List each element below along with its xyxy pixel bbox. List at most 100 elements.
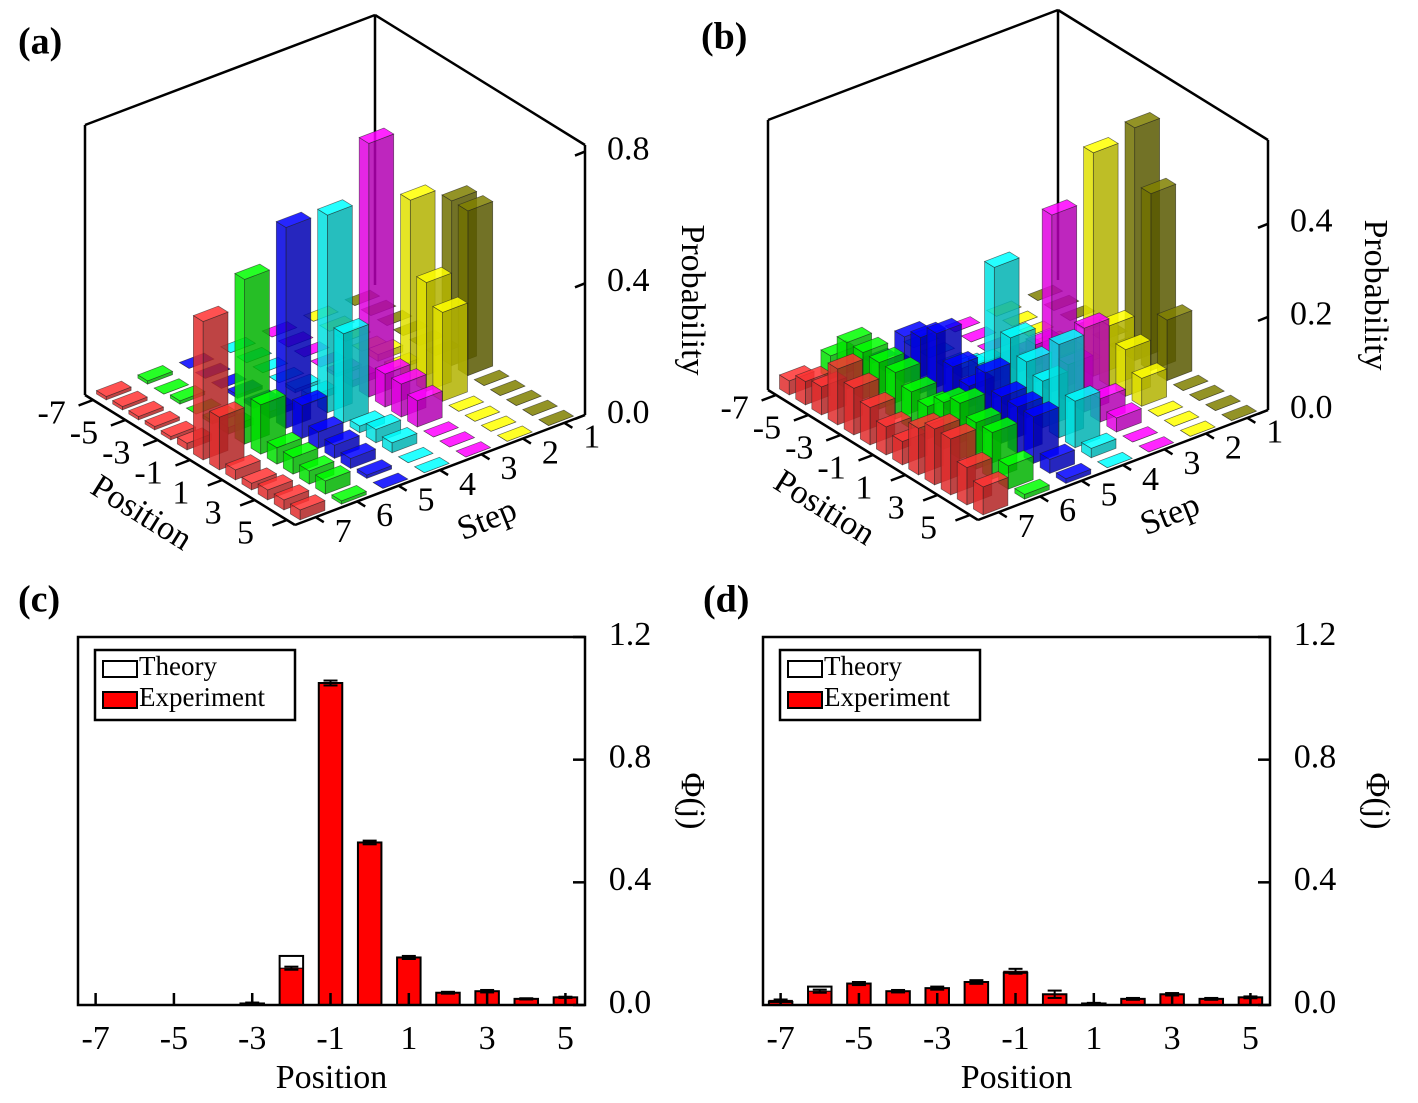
bar-top	[358, 127, 395, 144]
bar-top	[266, 431, 303, 449]
y-tick-label: 5	[418, 482, 435, 519]
bar-top	[489, 379, 526, 396]
z-tick-label: 0.8	[607, 130, 650, 167]
bar-top	[365, 413, 402, 430]
bar-3d	[137, 365, 174, 385]
bar-front	[400, 193, 411, 382]
bar-top	[924, 413, 961, 430]
bar-3d	[480, 415, 517, 432]
y-tick	[522, 437, 532, 445]
bar-top	[1124, 112, 1161, 129]
bar-3d	[1106, 402, 1143, 433]
x-tick-label: 1	[855, 470, 872, 507]
x-tick-label: -1	[316, 1020, 344, 1057]
bar-front	[209, 410, 220, 471]
bar-3d	[340, 442, 377, 470]
bar-top	[144, 410, 181, 427]
bar-top	[381, 427, 418, 444]
bar-front	[193, 314, 204, 461]
bar-3d	[275, 211, 312, 430]
bar-3d	[1055, 462, 1092, 485]
bar-top	[907, 412, 945, 429]
bar-top	[884, 356, 921, 373]
z-tick	[1257, 408, 1269, 416]
bar-3d	[356, 459, 393, 480]
x-tick-label: -1	[134, 455, 162, 492]
z-tick-label: 0.2	[1290, 296, 1333, 333]
bar-3d	[314, 465, 351, 495]
bar-3d	[381, 427, 418, 454]
y-tick	[356, 500, 366, 508]
bar-front	[859, 400, 871, 446]
bar	[318, 682, 343, 1006]
x-tick-label: 5	[1242, 1020, 1259, 1057]
axis-edge	[1057, 8, 1269, 142]
x-tick-label: 3	[1164, 1020, 1181, 1057]
bar-top	[1131, 362, 1168, 379]
bar-top	[333, 318, 370, 335]
bar-top	[275, 211, 312, 228]
y-tick	[1163, 448, 1174, 456]
bar-top	[316, 199, 354, 216]
bar-top	[1007, 391, 1044, 408]
bar-front	[250, 398, 262, 455]
bar-top	[128, 400, 165, 417]
y-tick-label: 0.8	[1294, 738, 1337, 775]
y-tick-label: 2	[542, 434, 559, 471]
legend-swatch	[787, 691, 823, 709]
bar-top	[413, 456, 450, 474]
bar-top	[1023, 401, 1060, 418]
bar-3d	[439, 431, 476, 448]
x-tick-label: 1	[400, 1020, 417, 1057]
y-tick	[1080, 479, 1091, 487]
bar-top	[406, 384, 443, 402]
bar-3d	[128, 400, 165, 421]
bar-side	[1166, 310, 1193, 382]
x-tick	[78, 398, 94, 407]
bar-3d	[1014, 478, 1051, 500]
bar-top	[372, 472, 409, 489]
y-tick	[1039, 495, 1049, 503]
x-tick	[110, 418, 126, 427]
y-tick-label: 3	[500, 450, 517, 487]
bar-side	[442, 302, 468, 402]
y-tick-label: 6	[376, 497, 393, 534]
bar-top	[900, 376, 938, 393]
z-tick	[574, 150, 586, 157]
error-bar	[812, 988, 827, 994]
bar-front	[827, 362, 839, 426]
bar-top	[972, 471, 1009, 488]
bar-3d	[153, 378, 190, 395]
x-tick	[858, 453, 874, 462]
bar-3d	[1096, 451, 1133, 469]
y-tick-label: 0.8	[609, 738, 652, 775]
bar-3d	[489, 379, 526, 396]
bar-3d	[208, 401, 245, 471]
bar-top	[250, 388, 287, 406]
bar-top	[496, 425, 533, 442]
bar-3d	[432, 296, 469, 402]
y-tick	[563, 421, 574, 429]
y-tick	[439, 468, 449, 477]
x-tick-label: -5	[753, 410, 781, 447]
bar-top	[464, 405, 501, 422]
bar-3d	[464, 405, 501, 422]
bar	[279, 967, 304, 1006]
bar-top	[273, 484, 310, 501]
bar-top	[1221, 404, 1258, 421]
y-axis-title: Φ(j)	[1359, 773, 1396, 830]
bar-top	[1179, 420, 1216, 437]
bar-top	[282, 441, 319, 459]
bar-3d	[423, 421, 460, 438]
bar-top	[974, 357, 1011, 374]
bar-front	[317, 208, 328, 414]
bar-top	[949, 387, 986, 404]
bar-top	[331, 485, 368, 502]
bar-top	[522, 399, 559, 416]
bar-top	[374, 358, 411, 375]
bar-3d	[505, 389, 542, 406]
bar-top	[455, 441, 492, 458]
bar-top	[827, 353, 864, 370]
x-tick-label: -5	[845, 1020, 873, 1057]
bar-front	[374, 367, 386, 408]
